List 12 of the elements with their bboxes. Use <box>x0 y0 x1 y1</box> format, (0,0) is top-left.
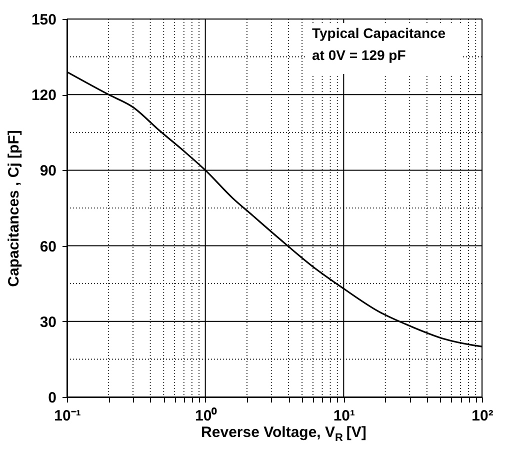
x-tick-label: 10⁻¹ <box>54 408 81 424</box>
x-tick-label: 10¹ <box>333 408 356 424</box>
x-tick-label: 10² <box>472 408 494 424</box>
y-tick-label: 90 <box>40 162 56 180</box>
y-tick-label: 60 <box>40 238 56 256</box>
y-tick-label: 0 <box>48 390 56 406</box>
y-tick-label: 30 <box>40 314 56 331</box>
y-tick-label: 120 <box>31 87 56 104</box>
annotation: Typical Capacitance at 0V = 129 pF <box>312 25 446 63</box>
y-axis-title: Capacitances , Cj [pF] <box>5 130 22 287</box>
y-tick-label: 150 <box>31 12 56 28</box>
x-tick-label: 10⁰ <box>194 406 218 424</box>
